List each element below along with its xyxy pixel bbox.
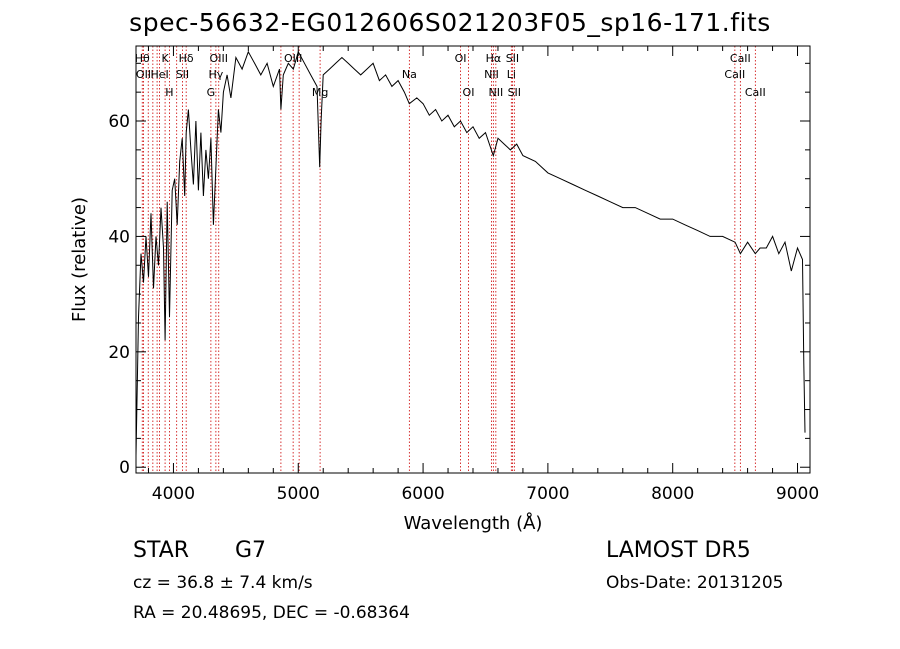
line-marker-label: NII: [488, 86, 503, 99]
line-marker-label: K: [161, 52, 169, 65]
line-marker-label: OIII: [210, 52, 228, 65]
spectrum-series: [135, 50, 806, 456]
y-tick-label: 0: [119, 458, 130, 478]
y-axis-label: Flux (relative): [69, 197, 90, 322]
spectrum-line: [135, 50, 806, 456]
x-tick-label: 7000: [526, 484, 569, 504]
y-axis-ticks: 0 20 40 60: [108, 62, 810, 478]
y-tick-label: 60: [108, 112, 130, 132]
line-marker-label: OII: [136, 68, 151, 81]
coordinates: RA = 20.48695, DEC = -0.68364: [133, 603, 410, 623]
redshift-readout: cz = 36.8 ± 7.4 km/s: [133, 573, 313, 593]
line-markers: [141, 46, 756, 473]
line-marker-label: Mg: [312, 86, 328, 99]
line-marker-label: Na: [402, 68, 417, 81]
line-marker-label: OI: [455, 52, 467, 65]
line-marker-label: Hγ: [208, 68, 223, 81]
line-marker-label: OI: [463, 86, 475, 99]
line-marker-label: HeI: [150, 68, 168, 81]
line-marker-label: Hδ: [179, 52, 194, 65]
plot-frame: [135, 45, 811, 474]
chart-title: spec-56632-EG012606S021203F05_sp16-171.f…: [129, 8, 771, 37]
line-marker-label: SII: [176, 68, 189, 81]
line-marker-label: CaII: [745, 86, 766, 99]
line-marker-label: Li: [507, 68, 516, 81]
object-subclass: G7: [235, 538, 267, 563]
line-marker-label: SII: [506, 52, 519, 65]
x-tick-label: 8000: [651, 484, 694, 504]
x-tick-label: 4000: [152, 484, 195, 504]
x-axis-label: Wavelength (Å): [404, 512, 543, 534]
x-axis-ticks: 4000 5000 6000 7000 8000 9000: [147, 46, 819, 504]
line-marker-label: Hθ: [135, 52, 150, 65]
line-marker-label: H: [165, 86, 173, 99]
y-tick-label: 40: [108, 227, 130, 247]
line-marker-label: CaII: [724, 68, 745, 81]
x-tick-label: 5000: [277, 484, 320, 504]
line-marker-label: Hα: [486, 52, 502, 65]
line-marker-label: NII: [484, 68, 499, 81]
line-marker-label: G: [207, 86, 216, 99]
y-tick-label: 20: [108, 343, 130, 363]
obs-date: Obs-Date: 20131205: [606, 573, 784, 593]
x-tick-label: 6000: [401, 484, 444, 504]
object-class: STAR: [133, 538, 190, 563]
line-marker-label: SII: [508, 86, 521, 99]
x-tick-label: 9000: [776, 484, 819, 504]
line-marker-label: CaII: [730, 52, 751, 65]
survey-name: LAMOST DR5: [606, 538, 751, 563]
